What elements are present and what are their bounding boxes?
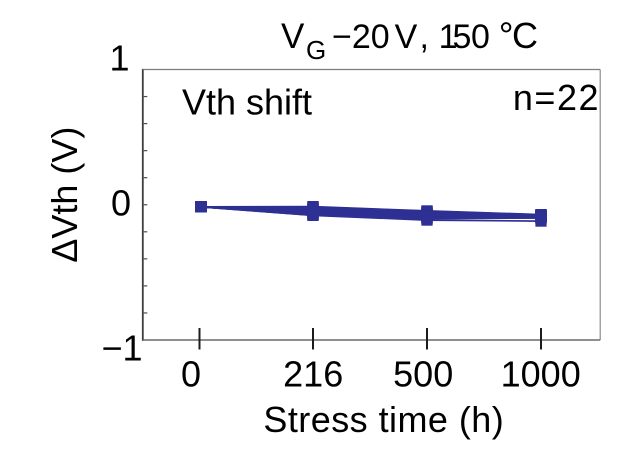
svg-text:,: , xyxy=(420,18,429,56)
svg-text:V: V xyxy=(395,18,418,56)
svg-text:−1: −1 xyxy=(101,327,142,368)
svg-text:ΔVth (V): ΔVth (V) xyxy=(44,127,85,263)
svg-text:1: 1 xyxy=(439,18,458,56)
svg-text:G: G xyxy=(306,35,326,65)
svg-text:V: V xyxy=(281,17,305,56)
svg-text:1: 1 xyxy=(109,37,129,78)
svg-text:216: 216 xyxy=(283,354,343,395)
svg-text:5: 5 xyxy=(453,18,472,56)
svg-text:n=22: n=22 xyxy=(513,77,600,118)
svg-text:500: 500 xyxy=(393,354,453,395)
svg-text:−20: −20 xyxy=(332,18,390,56)
svg-text:1000: 1000 xyxy=(501,354,581,395)
svg-text:0: 0 xyxy=(471,18,490,56)
svg-text:C: C xyxy=(512,15,538,56)
svg-text:0: 0 xyxy=(181,354,201,395)
svg-text:0: 0 xyxy=(111,183,131,224)
svg-text:°: ° xyxy=(499,15,514,56)
svg-text:Stress time (h): Stress time (h) xyxy=(263,399,504,440)
svg-text:Vth shift: Vth shift xyxy=(182,82,312,123)
